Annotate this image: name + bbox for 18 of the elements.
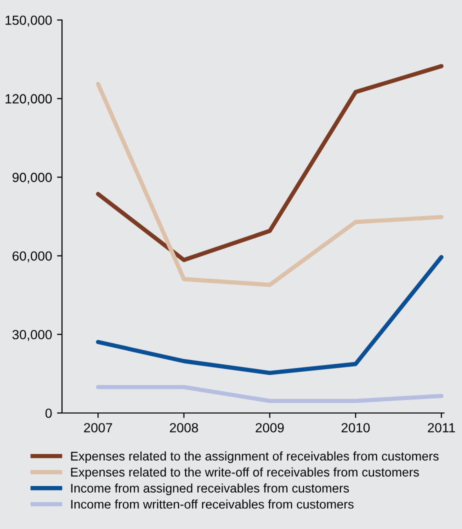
legend-label: Expenses related to the write-off of receivables from customers: [71, 467, 419, 480]
x-tick-label: 2010: [342, 423, 370, 432]
line-series: [96, 82, 444, 287]
y-tick-label: 120,000: [6, 94, 52, 106]
x-tick-label: 2008: [170, 423, 198, 432]
x-tick-label: 2009: [256, 423, 284, 432]
legend-label: Income from assigned receivables from customers: [71, 483, 349, 496]
line-series: [96, 64, 444, 262]
legend-label: Income from written-off receivables from customers: [71, 499, 354, 509]
y-tick-label: 60,000: [12, 251, 52, 262]
y-tick-label: 150,000: [6, 16, 52, 26]
x-tick-label: 2007: [84, 423, 112, 432]
legend-label: Expenses related to the assignment of receivables from customers: [71, 451, 439, 464]
y-tick-label: 30,000: [12, 330, 52, 341]
y-tick-label: 0: [45, 408, 52, 418]
x-tick-label: 2011: [428, 423, 455, 432]
line-series: [96, 255, 444, 375]
y-tick-label: 90,000: [12, 172, 52, 184]
